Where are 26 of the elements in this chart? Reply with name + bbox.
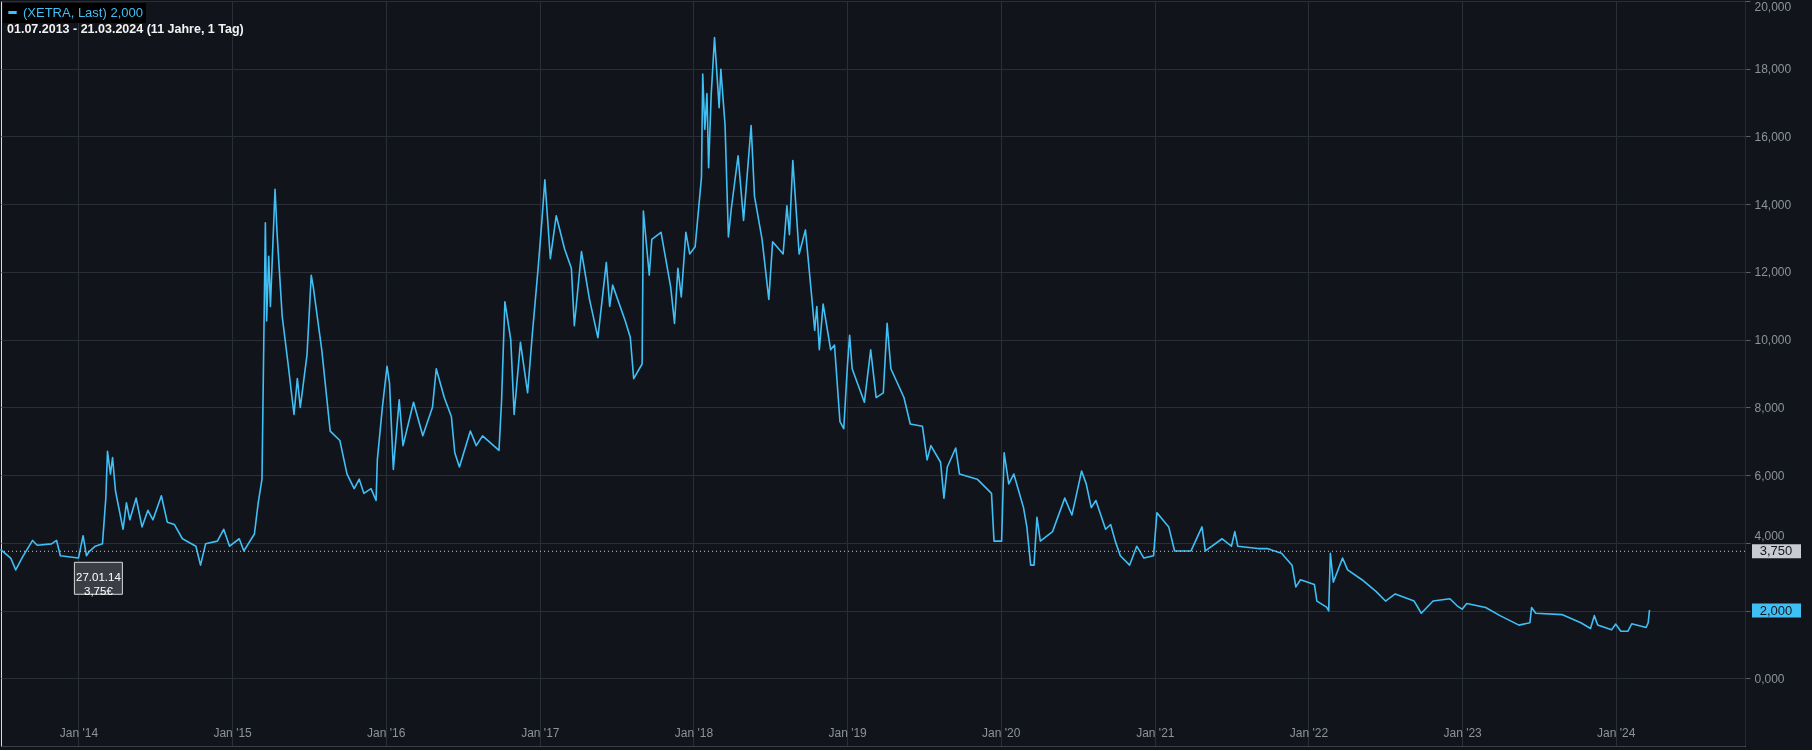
x-tick-label: Jan '14: [59, 725, 99, 740]
y-tick-label: 6,000: [1754, 468, 1785, 483]
y-tick-label: 16,000: [1754, 129, 1792, 144]
x-tick-label: Jan '24: [1597, 725, 1636, 740]
y-tick-label: 14,000: [1754, 197, 1792, 212]
ref-line-label: 3,750: [1759, 543, 1793, 559]
text: 2,000: [1759, 602, 1793, 618]
y-tick-label: 8,000: [1754, 400, 1785, 415]
x-tick-label: Jan '15: [213, 725, 253, 740]
y-tick-label: 4,000: [1754, 529, 1785, 544]
x-tick-label: Jan '22: [1289, 725, 1329, 740]
legend-label: (XETRA, Last) 2,000: [23, 4, 143, 20]
x-tick-label: Jan '18: [674, 725, 714, 740]
y-tick-label: 12,000: [1754, 265, 1792, 280]
y-tick-label: 20,000: [1754, 0, 1792, 14]
x-tick-label: Jan '17: [521, 725, 560, 740]
x-tick-label: Jan '16: [367, 725, 406, 740]
y-tick-label: 0,000: [1754, 671, 1785, 686]
x-tick-label: Jan '21: [1136, 725, 1175, 740]
x-tick-label: Jan '19: [828, 725, 868, 740]
x-tick-label: Jan '23: [1443, 725, 1483, 740]
line-series: [0, 36, 1651, 632]
y-tick-label: 10,000: [1754, 333, 1792, 348]
text: 01.07.2013 - 21.03.2024 (11 Jahre, 1 Tag): [7, 22, 244, 36]
y-tick-label: 18,000: [1754, 62, 1792, 77]
x-tick-label: Jan '20: [982, 725, 1021, 740]
